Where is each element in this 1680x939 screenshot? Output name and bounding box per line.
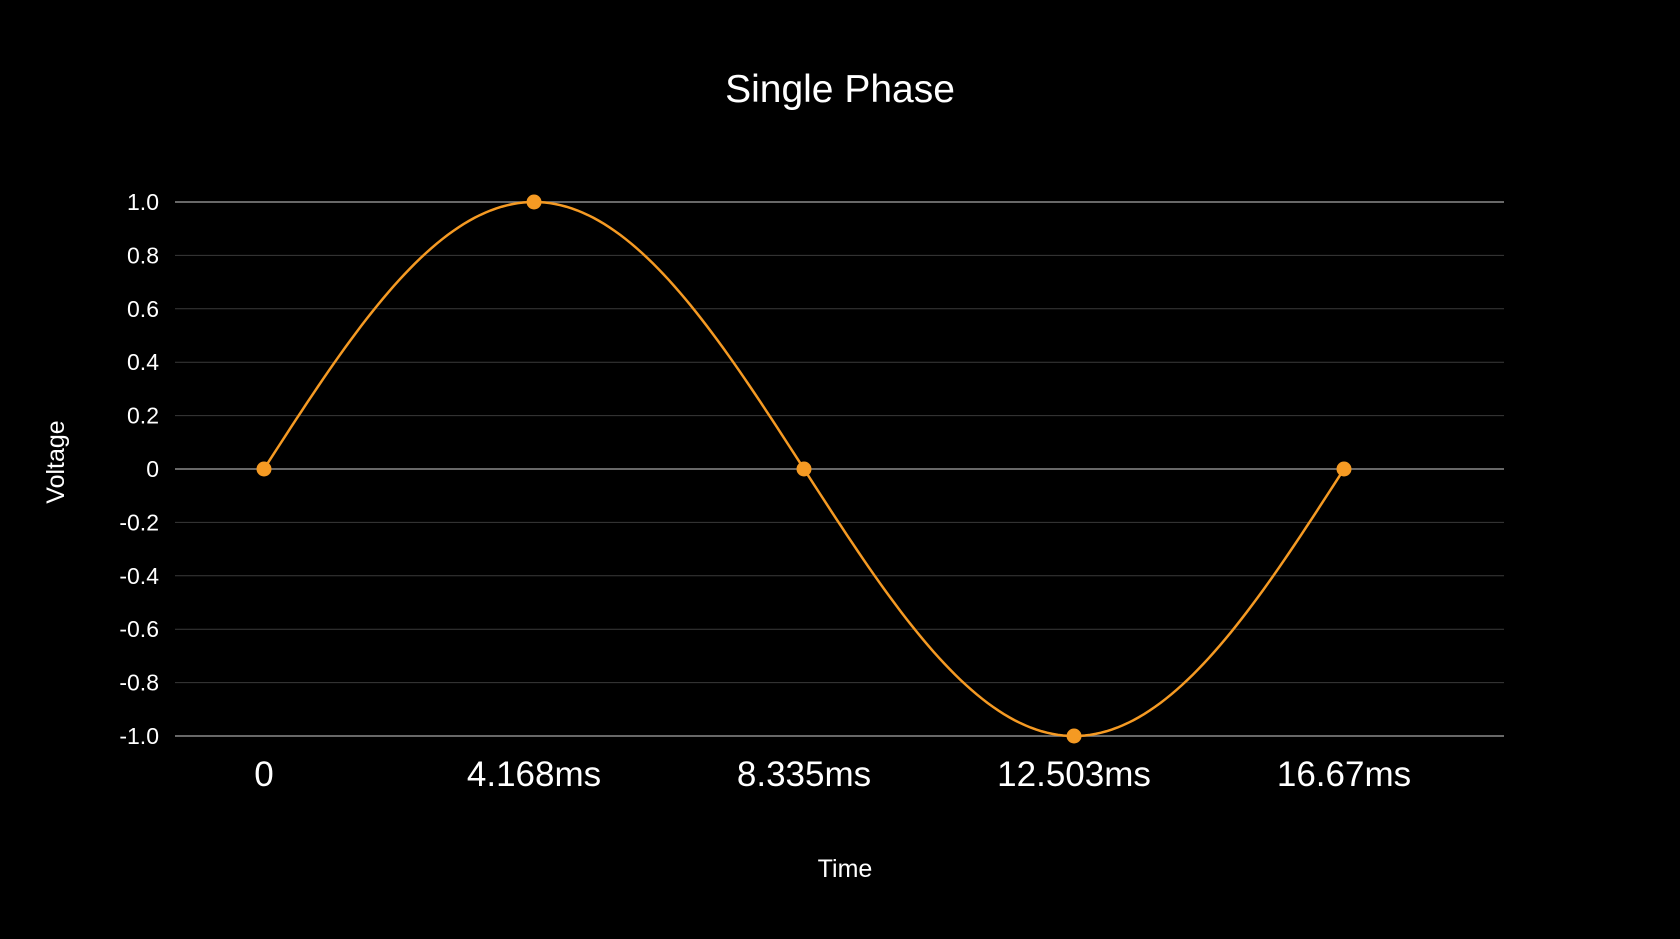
x-tick-label: 4.168ms bbox=[467, 755, 601, 794]
data-point bbox=[796, 461, 812, 477]
y-tick-label: 0.8 bbox=[127, 242, 159, 268]
y-tick-label: -0.2 bbox=[119, 509, 159, 535]
y-axis-label: Voltage bbox=[42, 420, 70, 504]
data-point bbox=[526, 194, 542, 210]
gridlines bbox=[175, 201, 1504, 737]
y-tick-label: -0.8 bbox=[119, 670, 159, 696]
data-point bbox=[256, 461, 272, 477]
chart-title: Single Phase bbox=[725, 68, 955, 111]
y-tick-label: 0.4 bbox=[127, 349, 159, 375]
y-tick-label: 0.2 bbox=[127, 403, 159, 429]
y-tick-label: 1.0 bbox=[127, 189, 159, 215]
x-tick-label: 8.335ms bbox=[737, 755, 871, 794]
x-axis-label: Time bbox=[817, 855, 873, 883]
y-tick-label: 0 bbox=[146, 456, 159, 482]
x-tick-label: 12.503ms bbox=[997, 755, 1151, 794]
x-tick-label: 0 bbox=[254, 755, 273, 794]
y-tick-labels: 1.0 0.8 0.6 0.4 0.2 0 -0.2 -0.4 -0.6 -0.8 -1.0 bbox=[119, 189, 159, 749]
data-point bbox=[1336, 461, 1352, 477]
y-tick-label: -0.6 bbox=[119, 616, 159, 642]
x-tick-label: 16.67ms bbox=[1277, 755, 1411, 794]
data-markers bbox=[256, 194, 1352, 744]
y-tick-label: -1.0 bbox=[119, 723, 159, 749]
data-point bbox=[1066, 728, 1082, 744]
y-tick-label: -0.4 bbox=[119, 563, 159, 589]
y-tick-label: 0.6 bbox=[127, 296, 159, 322]
x-tick-labels: 0 4.168ms 8.335ms 12.503ms 16.67ms bbox=[254, 755, 1411, 794]
